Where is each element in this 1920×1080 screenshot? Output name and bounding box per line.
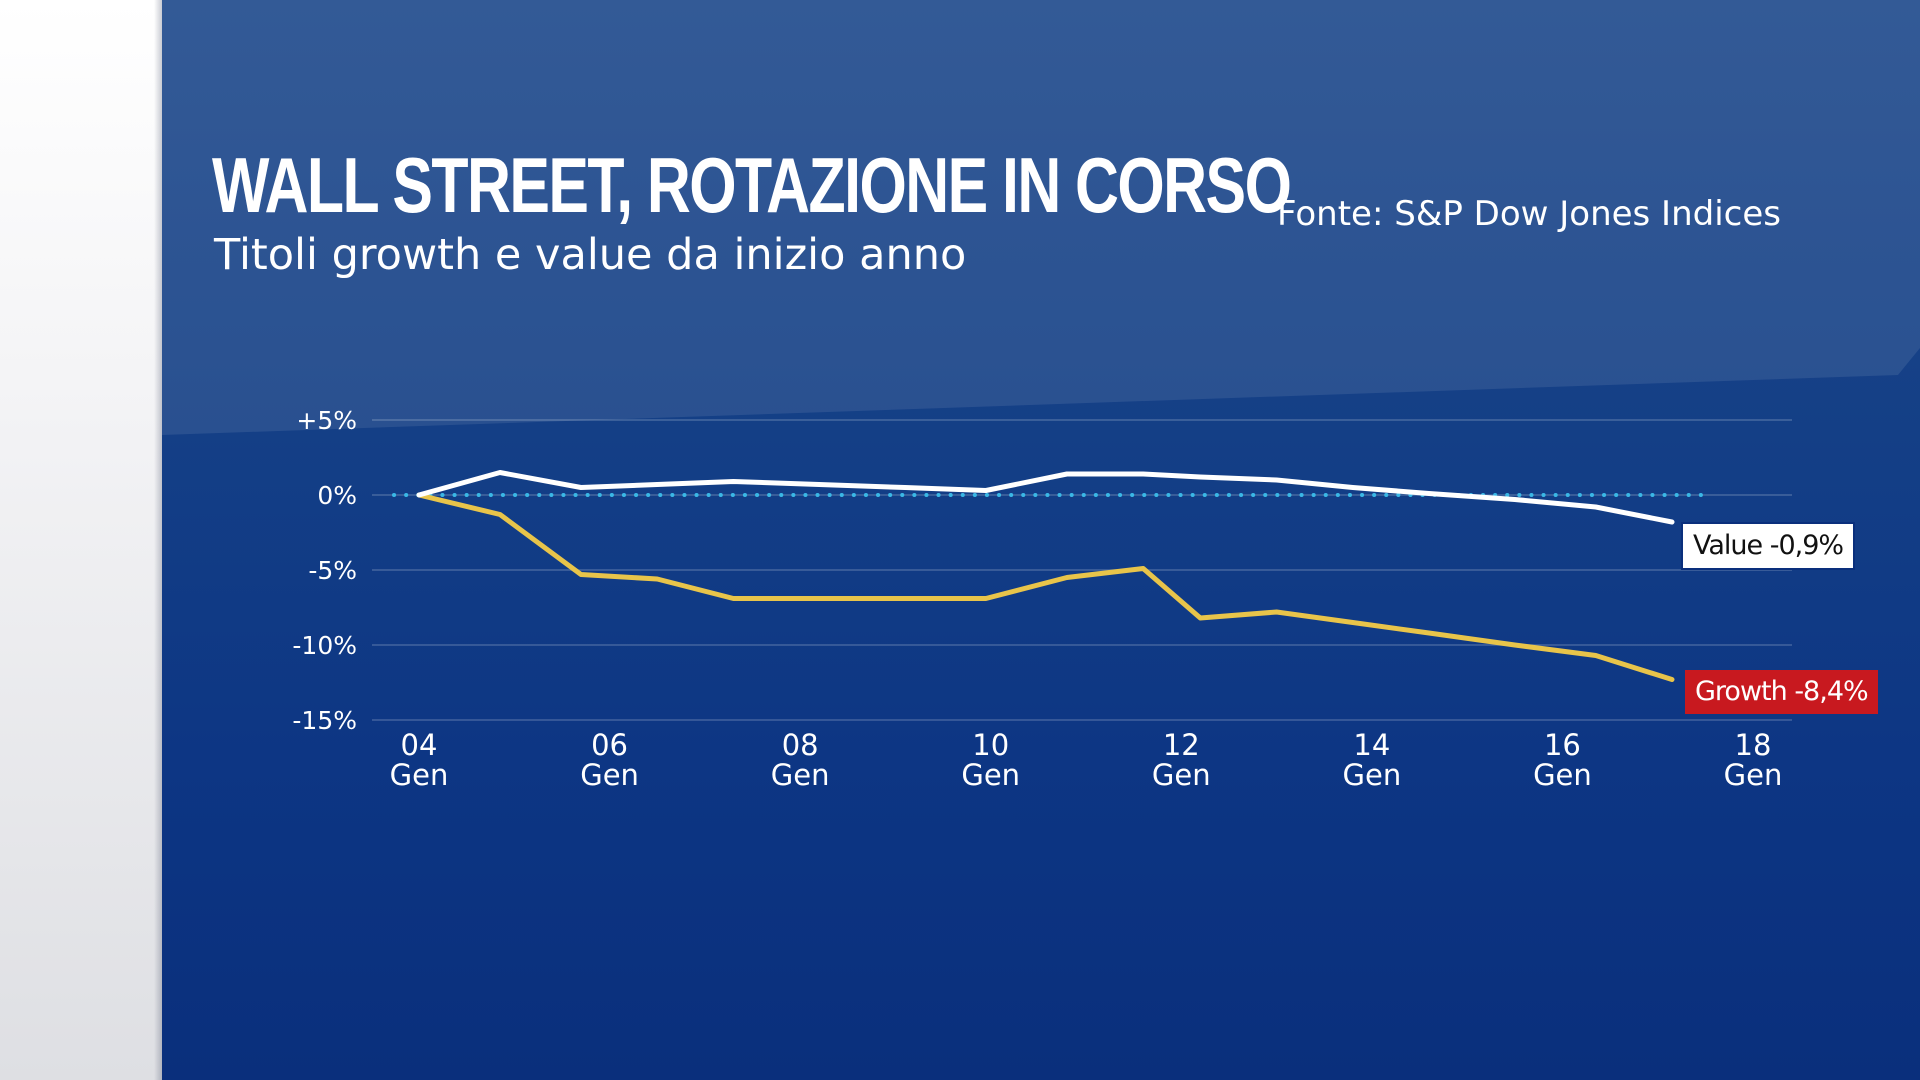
- y-tick-label: -10%: [292, 631, 357, 660]
- series-lines: [416, 470, 1675, 682]
- header-highlight-band: [162, 0, 1920, 435]
- x-tick-month: Gen: [961, 758, 1020, 792]
- y-axis-ticks: +5% 0% -5% -10% -15%: [292, 406, 357, 735]
- source-note: Fonte: S&P Dow Jones Indices: [1277, 194, 1781, 234]
- x-tick-month: Gen: [580, 758, 639, 792]
- x-tick-month: Gen: [1724, 758, 1783, 792]
- value-series-line: [416, 470, 1675, 525]
- x-tick-day: 14: [1353, 728, 1390, 762]
- x-tick-day: 06: [591, 728, 628, 762]
- x-tick-day: 12: [1163, 728, 1200, 762]
- y-tick-label: -5%: [308, 556, 357, 585]
- chart-title: WALL STREET, ROTAZIONE IN CORSO: [212, 141, 1292, 229]
- y-tick-label: 0%: [317, 481, 357, 510]
- x-tick-day: 10: [972, 728, 1009, 762]
- value-series-label: Value -0,9%: [1681, 522, 1856, 570]
- chart-subtitle: Titoli growth e value da inizio anno: [214, 230, 967, 280]
- growth-series-line: [416, 492, 1675, 682]
- left-margin-strip: [0, 0, 162, 1080]
- x-tick-day: 16: [1544, 728, 1581, 762]
- x-tick-month: Gen: [390, 758, 449, 792]
- gridlines: [372, 419, 1792, 721]
- y-tick-label: -15%: [292, 706, 357, 735]
- x-tick-month: Gen: [1533, 758, 1592, 792]
- x-tick-month: Gen: [771, 758, 830, 792]
- y-tick-label: +5%: [296, 406, 357, 435]
- line-chart: +5%0%-5%-10%-15% 04Gen06Gen08Gen10Gen12G…: [162, 0, 1920, 792]
- x-tick-month: Gen: [1152, 758, 1211, 792]
- growth-series-label: Growth -8,4%: [1685, 670, 1878, 714]
- x-tick-month: Gen: [1343, 758, 1402, 792]
- x-tick-day: 04: [401, 728, 438, 762]
- x-tick-day: 18: [1735, 728, 1772, 762]
- chart-panel: +5% 0% -5% -10% -15% 04 Gen 06 Gen 08 Gen 10 Gen 12 G…: [162, 0, 1920, 1080]
- x-tick-day: 08: [782, 728, 819, 762]
